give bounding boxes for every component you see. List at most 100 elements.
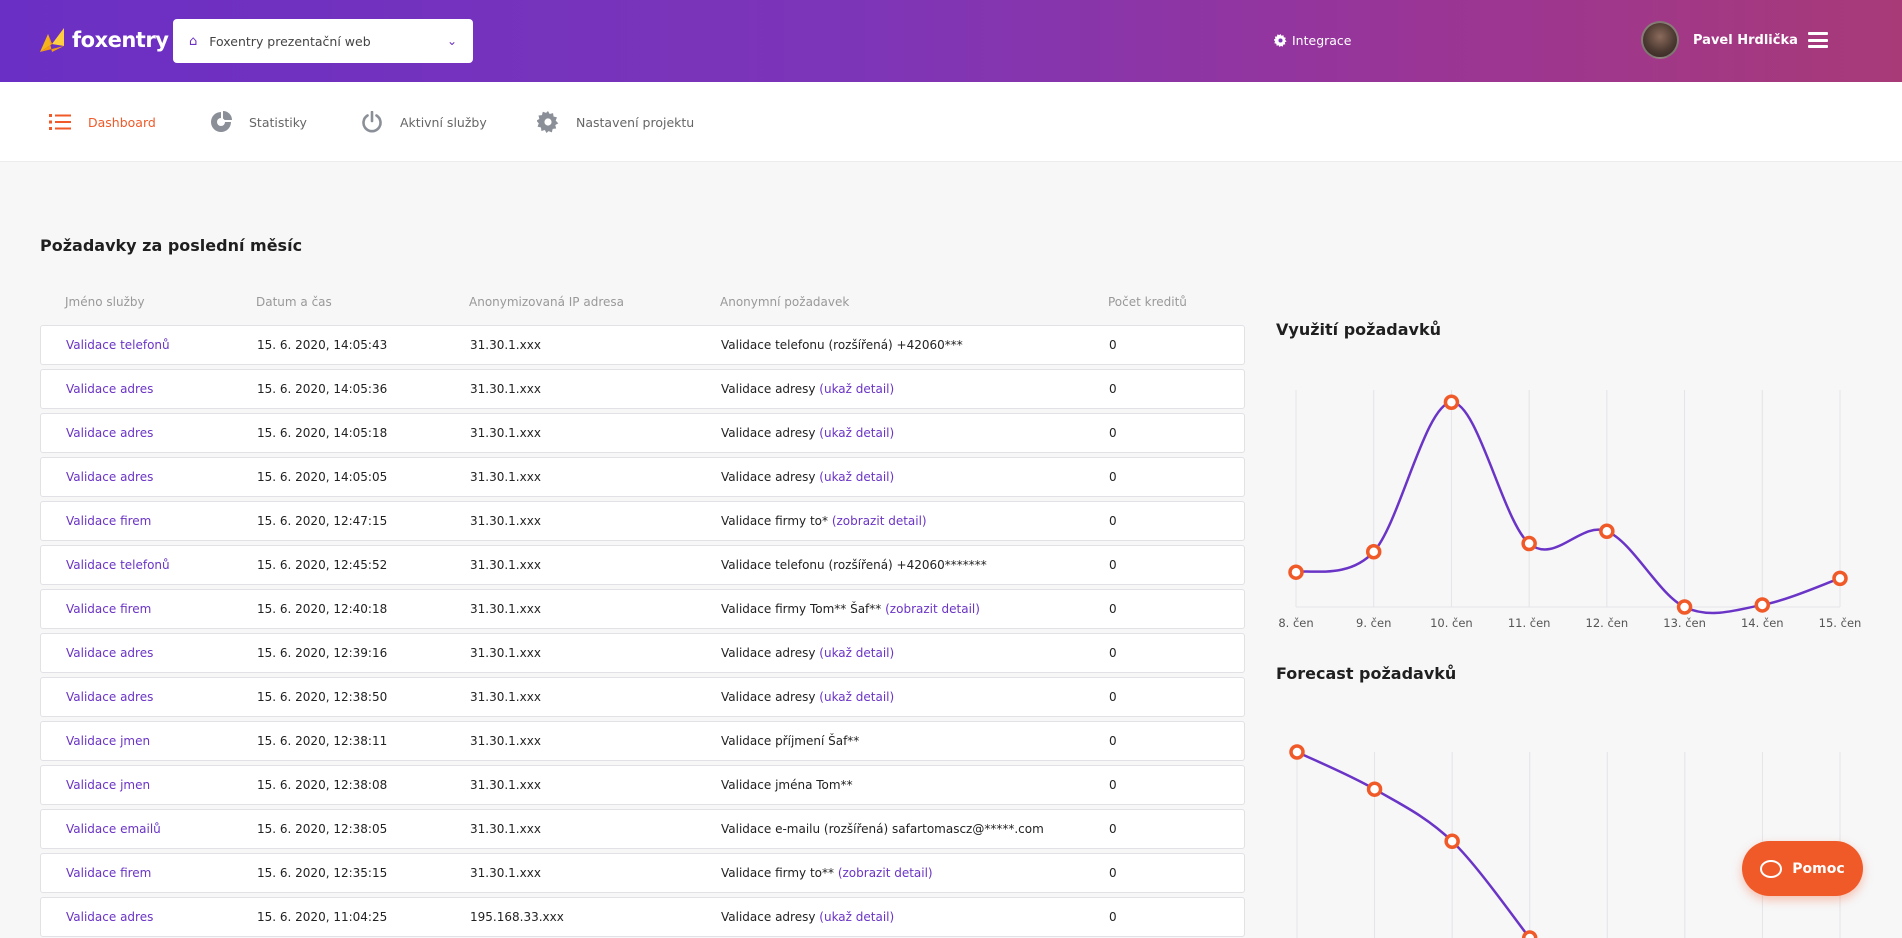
ip-cell: 31.30.1.xxx bbox=[470, 470, 541, 484]
datetime-cell: 15. 6. 2020, 14:05:36 bbox=[257, 382, 388, 396]
column-header: Počet kreditů bbox=[1108, 295, 1187, 309]
x-tick-label: 10. čen bbox=[1430, 616, 1473, 630]
nav-item-dashboard[interactable]: Dashboard bbox=[48, 110, 156, 134]
data-point bbox=[1676, 599, 1693, 615]
table-header: Jméno služby Datum a čas Anonymizovaná I… bbox=[40, 295, 1245, 313]
nav-item-nastaveni-projektu[interactable]: Nastavení projektu bbox=[536, 110, 694, 134]
service-name-link[interactable]: Validace adres bbox=[66, 690, 154, 704]
logo[interactable]: foxentry bbox=[38, 26, 169, 54]
credits-cell: 0 bbox=[1109, 426, 1117, 440]
x-tick-label: 15. čen bbox=[1819, 616, 1862, 630]
project-select[interactable]: ⌂ Foxentry prezentační web ⌄ bbox=[173, 19, 473, 63]
gear-icon bbox=[1274, 34, 1287, 47]
table-row: Validace firem 15. 6. 2020, 12:47:15 31.30… bbox=[40, 501, 1245, 541]
table-row: Validace emailů 15. 6. 2020, 12:38:05 31.3… bbox=[40, 809, 1245, 849]
chevron-down-icon: ⌄ bbox=[446, 34, 457, 48]
service-name-link[interactable]: Validace emailů bbox=[66, 822, 161, 836]
detail-link[interactable]: (ukaž detail) bbox=[819, 470, 895, 484]
table-row: Validace adres 15. 6. 2020, 14:05:36 31.30… bbox=[40, 369, 1245, 409]
service-name-link[interactable]: Validace firem bbox=[66, 602, 152, 616]
main-nav: Dashboard Statistiky Aktivní služby bbox=[0, 82, 1902, 162]
data-point bbox=[1289, 744, 1305, 760]
detail-link[interactable]: (ukaž detail) bbox=[819, 382, 895, 396]
integrace-link[interactable]: Integrace bbox=[1274, 33, 1352, 48]
service-name-link[interactable]: Validace jmen bbox=[66, 734, 151, 748]
detail-link[interactable]: (ukaž detail) bbox=[819, 646, 895, 660]
request-cell: Validace adresy (ukaž detail) bbox=[721, 646, 894, 660]
requests-title: Požadavky za poslední měsíc bbox=[40, 236, 303, 255]
datetime-cell: 15. 6. 2020, 11:04:25 bbox=[257, 910, 388, 924]
avatar[interactable] bbox=[1641, 21, 1679, 59]
service-name-link[interactable]: Validace adres bbox=[66, 382, 154, 396]
table-row: Validace telefonů 15. 6. 2020, 14:05:43 31… bbox=[40, 325, 1245, 365]
request-cell: Validace e-mailu (rozšířená) safartomasc… bbox=[721, 822, 1044, 836]
detail-link[interactable]: (ukaž detail) bbox=[819, 910, 895, 924]
nav-item-aktivni-sluzby[interactable]: Aktivní služby bbox=[360, 110, 487, 134]
service-name-link[interactable]: Validace firem bbox=[66, 514, 152, 528]
detail-link[interactable]: (zobrazit detail) bbox=[837, 866, 933, 880]
table-row: Validace adres 15. 6. 2020, 14:05:18 31.30… bbox=[40, 413, 1245, 453]
ip-cell: 31.30.1.xxx bbox=[470, 426, 541, 440]
detail-link[interactable]: (ukaž detail) bbox=[819, 690, 895, 704]
chat-bubble-icon bbox=[1760, 859, 1783, 878]
service-name-link[interactable]: Validace adres bbox=[66, 426, 154, 440]
x-tick-label: 14. čen bbox=[1741, 616, 1784, 630]
request-cell: Validace jména Tom** bbox=[721, 778, 853, 792]
x-tick-label: 12. čen bbox=[1586, 616, 1629, 630]
ip-cell: 195.168.33.xxx bbox=[470, 910, 564, 924]
requests-table: Validace telefonů 15. 6. 2020, 14:05:43 31… bbox=[40, 325, 1245, 938]
service-name-link[interactable]: Validace jmen bbox=[66, 778, 151, 792]
x-tick-label: 13. čen bbox=[1663, 616, 1706, 630]
credits-cell: 0 bbox=[1109, 558, 1117, 572]
datetime-cell: 15. 6. 2020, 12:40:18 bbox=[257, 602, 388, 616]
logo-text: foxentry bbox=[72, 28, 169, 52]
credits-cell: 0 bbox=[1109, 646, 1117, 660]
table-row: Validace telefonů 15. 6. 2020, 12:45:52 31… bbox=[40, 545, 1245, 585]
request-text: Validace adresy bbox=[721, 382, 816, 396]
datetime-cell: 15. 6. 2020, 14:05:43 bbox=[257, 338, 388, 352]
nav-label: Dashboard bbox=[88, 114, 156, 130]
request-text: Validace e-mailu (rozšířená) safartomasc… bbox=[721, 822, 1044, 836]
gear-icon bbox=[536, 110, 560, 134]
service-name-link[interactable]: Validace telefonů bbox=[66, 338, 170, 352]
service-name-link[interactable]: Validace adres bbox=[66, 646, 154, 660]
datetime-cell: 15. 6. 2020, 12:47:15 bbox=[257, 514, 388, 528]
nav-item-statistiky[interactable]: Statistiky bbox=[209, 110, 307, 134]
service-name-link[interactable]: Validace telefonů bbox=[66, 558, 170, 572]
nav-label: Nastavení projektu bbox=[576, 114, 695, 130]
service-name-link[interactable]: Validace firem bbox=[66, 866, 152, 880]
ip-cell: 31.30.1.xxx bbox=[470, 866, 541, 880]
help-button[interactable]: Pomoc bbox=[1742, 841, 1863, 896]
column-header: Datum a čas bbox=[256, 295, 332, 309]
nav-label: Statistiky bbox=[249, 114, 307, 130]
service-name-link[interactable]: Validace adres bbox=[66, 910, 154, 924]
hamburger-menu-icon[interactable] bbox=[1808, 32, 1828, 48]
request-text: Validace adresy bbox=[721, 426, 816, 440]
request-cell: Validace adresy (ukaž detail) bbox=[721, 910, 894, 924]
x-tick-label: 11. čen bbox=[1508, 616, 1551, 630]
request-cell: Validace adresy (ukaž detail) bbox=[721, 382, 894, 396]
credits-cell: 0 bbox=[1109, 338, 1117, 352]
request-text: Validace telefonu (rozšířená) +42060****… bbox=[721, 558, 987, 572]
table-row: Validace firem 15. 6. 2020, 12:35:15 31.30… bbox=[40, 853, 1245, 893]
data-point bbox=[1365, 543, 1382, 560]
request-text: Validace příjmení Šaf** bbox=[721, 734, 860, 748]
detail-link[interactable]: (zobrazit detail) bbox=[885, 602, 980, 616]
credits-cell: 0 bbox=[1109, 602, 1117, 616]
integrace-label: Integrace bbox=[1292, 33, 1352, 48]
project-select-value: Foxentry prezentační web bbox=[209, 33, 371, 49]
datetime-cell: 15. 6. 2020, 12:38:08 bbox=[257, 778, 388, 792]
detail-link[interactable]: (ukaž detail) bbox=[819, 426, 895, 440]
user-menu[interactable]: Pavel Hrdlička bbox=[1641, 21, 1798, 59]
credits-cell: 0 bbox=[1109, 514, 1117, 528]
datetime-cell: 15. 6. 2020, 12:45:52 bbox=[257, 558, 388, 572]
detail-link[interactable]: (zobrazit detail) bbox=[831, 514, 927, 528]
credits-cell: 0 bbox=[1109, 382, 1117, 396]
data-point bbox=[1366, 781, 1383, 797]
request-cell: Validace telefonu (rozšířená) +42060****… bbox=[721, 558, 987, 572]
service-name-link[interactable]: Validace adres bbox=[66, 470, 154, 484]
pie-chart-icon bbox=[209, 110, 233, 134]
series-line bbox=[1295, 401, 1841, 615]
forecast-chart-title: Forecast požadavků bbox=[1276, 664, 1457, 683]
usage-chart-title: Využití požadavků bbox=[1276, 320, 1441, 339]
